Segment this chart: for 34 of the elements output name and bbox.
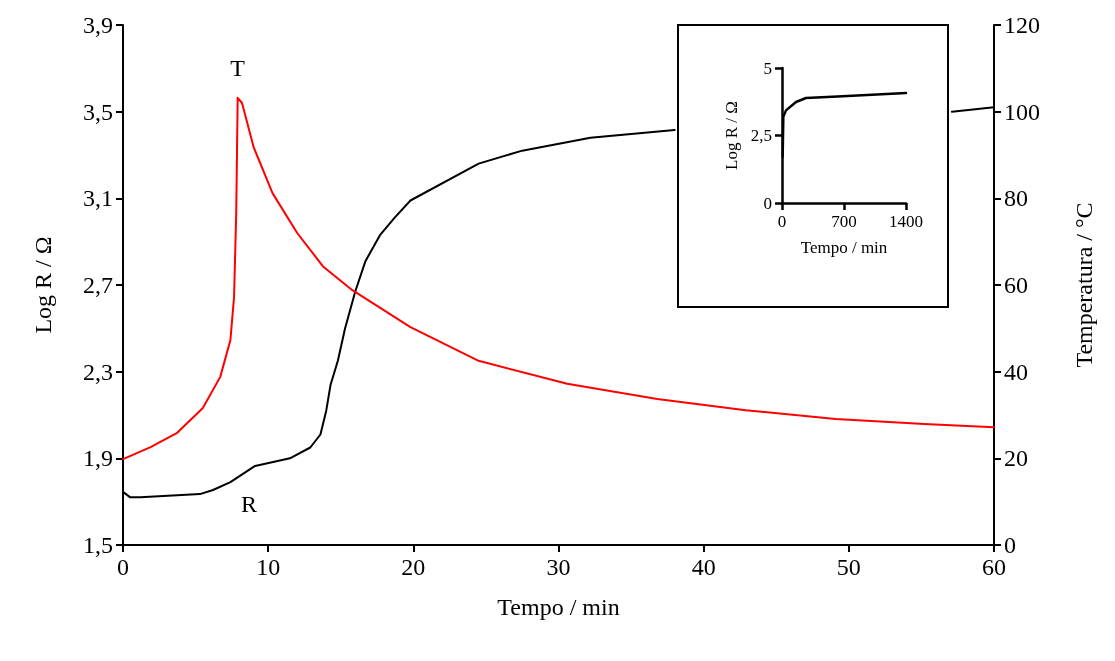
y2-tick-label: 80 xyxy=(1004,185,1028,212)
y2-axis-title: Temperatura / °C xyxy=(1071,202,1097,368)
y-tick-label: 2,3 xyxy=(83,358,113,385)
x-tick-label: 60 xyxy=(982,554,1006,580)
x-axis-title: Tempo / min xyxy=(497,594,620,620)
x-axis-title: Tempo / min xyxy=(800,238,888,257)
y2-tick-label: 20 xyxy=(1004,445,1028,472)
y2-tick-label: 100 xyxy=(1004,98,1040,125)
y-tick-label: 1,9 xyxy=(83,445,113,472)
y2-tick-label: 120 xyxy=(1004,12,1040,38)
x-tick-label: 40 xyxy=(691,554,716,580)
y-tick-label: 2,7 xyxy=(83,272,113,298)
x-tick-label: 0 xyxy=(777,212,787,231)
y-axis-title: Log R / Ω xyxy=(30,236,56,334)
x-tick-label: 50 xyxy=(836,554,861,580)
y-tick-label: 3,1 xyxy=(83,185,113,212)
series-label: R xyxy=(241,490,258,517)
y-tick-label: 3,5 xyxy=(83,98,113,125)
y-tick-label: 5 xyxy=(763,58,772,78)
y2-tick-label: 40 xyxy=(1004,358,1028,385)
x-tick-label: 30 xyxy=(546,554,571,580)
y2-tick-label: 0 xyxy=(1004,532,1016,558)
x-tick-label: 1400 xyxy=(889,212,923,231)
y-tick-label: 0 xyxy=(763,193,772,213)
series-label: T xyxy=(230,54,246,81)
x-tick-label: 700 xyxy=(831,212,857,231)
x-tick-label: 20 xyxy=(401,554,426,580)
y-tick-label: 2,5 xyxy=(750,126,772,145)
y-tick-label: 1,5 xyxy=(83,532,113,558)
x-tick-label: 10 xyxy=(256,554,281,580)
y-axis-title: Log R / Ω xyxy=(722,101,741,170)
y2-tick-label: 60 xyxy=(1004,272,1028,298)
y-tick-label: 3,9 xyxy=(83,12,113,38)
x-tick-label: 0 xyxy=(117,554,129,580)
